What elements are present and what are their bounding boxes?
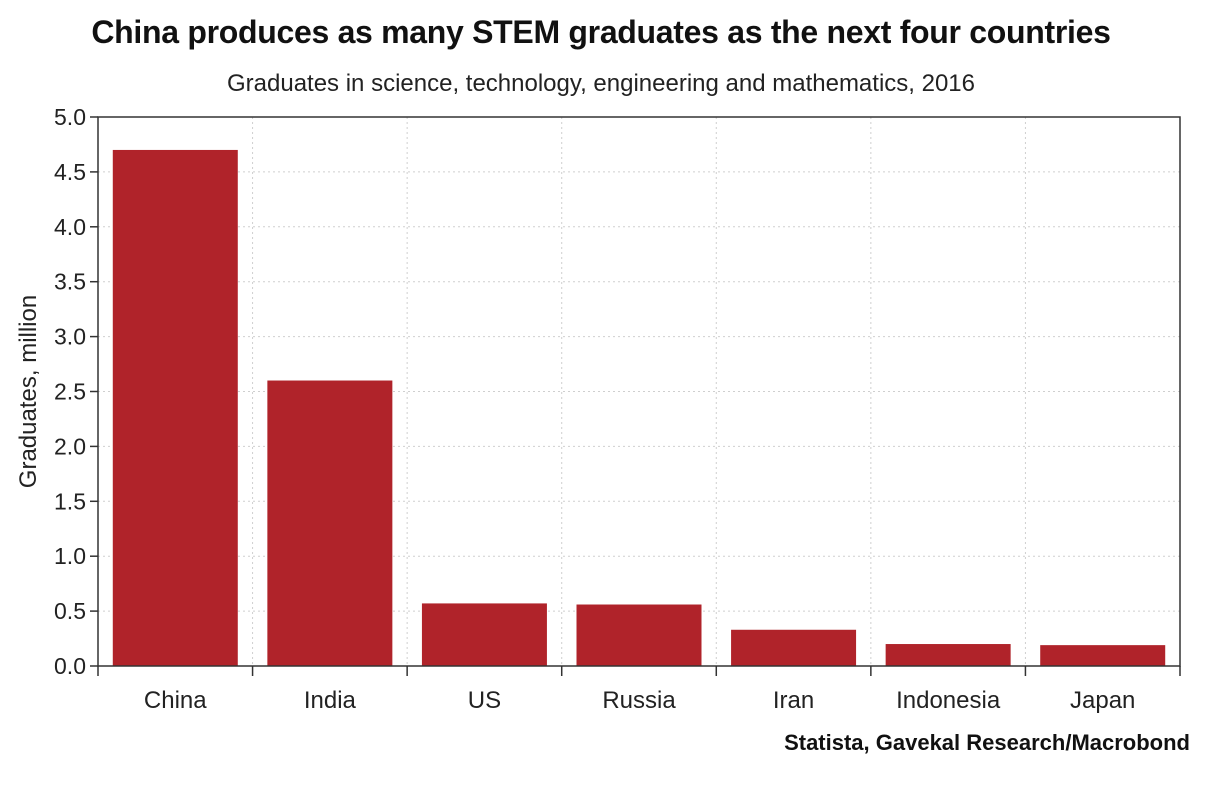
x-tick-label: Russia	[602, 687, 676, 714]
bar-india	[267, 380, 393, 666]
x-tick-label: US	[468, 687, 501, 714]
x-tick-label: Japan	[1070, 687, 1135, 714]
y-axis-label: Graduates, million	[15, 295, 42, 488]
x-tick-label: Iran	[773, 687, 814, 714]
x-tick-label: India	[304, 687, 357, 714]
y-tick-label: 5.0	[54, 104, 86, 130]
y-tick-label: 1.5	[54, 488, 86, 514]
bar-us	[421, 603, 547, 666]
y-axis: 0.0 0.5 1.0 1.5 2.0 2.5 3.0 3.5 4.0 4.5 5.0	[54, 104, 98, 679]
bars	[112, 149, 1166, 666]
y-tick-label: 4.5	[54, 159, 86, 185]
bar-indonesia	[885, 644, 1011, 666]
bar-china	[112, 149, 238, 666]
y-tick-label: 2.5	[54, 379, 86, 405]
source-note: Statista, Gavekal Research/Macrobond	[784, 730, 1190, 755]
x-tick-label: Indonesia	[896, 687, 1001, 714]
y-tick-label: 2.0	[54, 433, 86, 459]
y-tick-label: 3.0	[54, 324, 86, 350]
y-tick-label: 1.0	[54, 543, 86, 569]
y-tick-label: 0.5	[54, 598, 86, 624]
bar-iran	[731, 629, 857, 666]
y-tick-label: 3.5	[54, 269, 86, 295]
bar-japan	[1040, 645, 1166, 666]
x-tick-label: China	[144, 687, 207, 714]
chart-title: China produces as many STEM graduates as…	[91, 14, 1111, 50]
y-tick-label: 4.0	[54, 214, 86, 240]
chart-subtitle: Graduates in science, technology, engine…	[226, 70, 976, 97]
y-tick-label: 0.0	[54, 653, 86, 679]
gridlines	[98, 117, 1180, 666]
bar-russia	[576, 604, 702, 666]
x-axis: China India US Russia Iran Indonesia Japan	[97, 666, 1181, 714]
